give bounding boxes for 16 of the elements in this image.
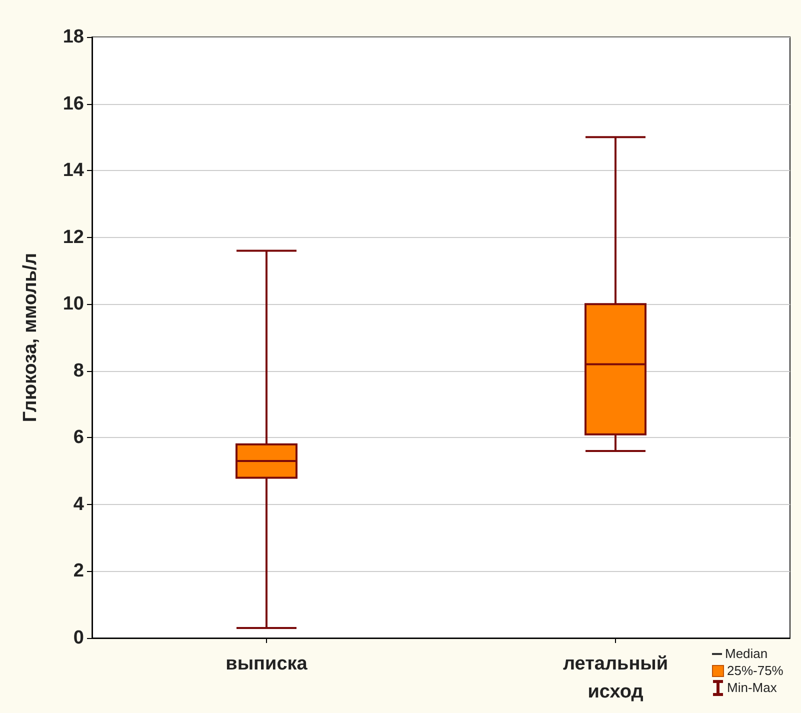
y-tick-label: 18 bbox=[62, 26, 84, 48]
y-tick-label: 4 bbox=[73, 494, 84, 515]
y-tick-label: 10 bbox=[62, 294, 84, 315]
y-tick-label: 2 bbox=[73, 560, 84, 582]
x-tick-label: выписка bbox=[226, 654, 308, 674]
y-tick-label: 0 bbox=[73, 628, 84, 648]
x-tick-label: летальный исход bbox=[562, 654, 668, 702]
y-tick-label: 6 bbox=[73, 427, 84, 448]
y-tick-label: 12 bbox=[62, 226, 84, 248]
text: Min-Max bbox=[727, 679, 777, 696]
text: 25%-75% bbox=[727, 662, 784, 679]
y-tick-label: 14 bbox=[62, 160, 84, 182]
y-axis-title: Глюкоза, ммоль/л bbox=[20, 252, 41, 422]
text: Median bbox=[725, 645, 768, 662]
y-tick-label: 16 bbox=[62, 93, 84, 114]
y-tick-label: 8 bbox=[73, 360, 84, 382]
